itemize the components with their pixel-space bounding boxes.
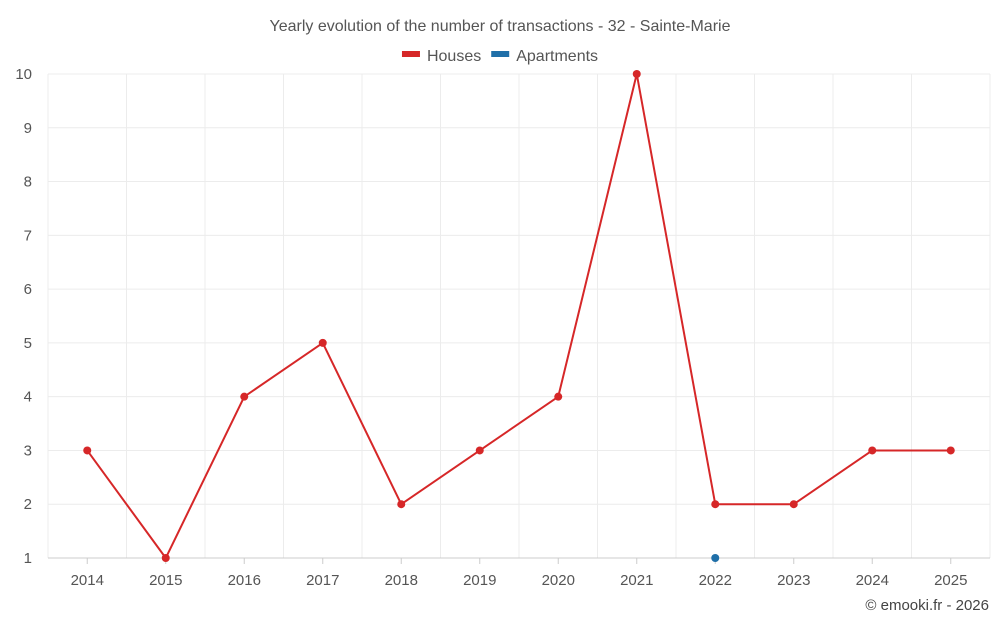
- legend-label: Apartments: [516, 48, 598, 65]
- data-point-houses[interactable]: [318, 338, 327, 347]
- legend-item-houses[interactable]: Houses: [401, 48, 481, 65]
- y-tick-label: 4: [24, 389, 32, 406]
- data-point-houses[interactable]: [711, 500, 720, 509]
- x-tick-label: 2023: [777, 572, 810, 589]
- chart-title: Yearly evolution of the number of transa…: [270, 18, 731, 35]
- y-tick-label: 6: [24, 281, 32, 298]
- y-tick-label: 8: [24, 174, 32, 191]
- x-tick-label: 2024: [856, 572, 889, 589]
- y-tick-label: 7: [24, 227, 32, 244]
- y-tick-label: 1: [24, 550, 32, 567]
- grid: [47, 73, 991, 559]
- data-point-houses[interactable]: [632, 70, 641, 78]
- y-tick-label: 9: [24, 120, 32, 137]
- y-axis-ticks: 1 2 3 4 5 6 7 8 9 10: [15, 66, 32, 567]
- legend: Houses Apartments: [401, 48, 598, 65]
- series-line-houses: [86, 73, 951, 559]
- x-tick-label: 2021: [620, 572, 653, 589]
- x-tick-label: 2022: [699, 572, 732, 589]
- series-group: [83, 70, 955, 562]
- credit-text: © emooki.fr - 2026: [865, 597, 989, 614]
- data-point-houses[interactable]: [789, 500, 798, 509]
- x-tick-label: 2018: [385, 572, 418, 589]
- data-point-houses[interactable]: [397, 500, 406, 509]
- y-tick-label: 10: [15, 66, 32, 83]
- data-point-houses[interactable]: [946, 446, 955, 455]
- data-point-houses[interactable]: [868, 446, 877, 455]
- data-point-apartments[interactable]: [711, 554, 720, 562]
- x-tick-label: 2020: [542, 572, 575, 589]
- x-tick-label: 2025: [934, 572, 967, 589]
- legend-label: Houses: [427, 48, 481, 65]
- x-axis-ticks: 2014 2015 2016 2017 2018 2019 2020 2021 2022 2023…: [71, 558, 967, 589]
- legend-swatch: [401, 51, 420, 57]
- x-tick-label: 2019: [463, 572, 496, 589]
- data-point-houses[interactable]: [554, 392, 563, 401]
- y-tick-label: 2: [24, 496, 32, 513]
- data-point-houses[interactable]: [240, 392, 249, 401]
- y-tick-label: 3: [24, 442, 32, 459]
- x-tick-label: 2014: [71, 572, 104, 589]
- x-tick-label: 2017: [306, 572, 339, 589]
- legend-item-apartments[interactable]: Apartments: [491, 48, 598, 65]
- data-point-houses[interactable]: [161, 554, 170, 562]
- data-point-houses[interactable]: [83, 446, 92, 455]
- x-tick-label: 2015: [149, 572, 182, 589]
- y-tick-label: 5: [24, 335, 32, 352]
- data-point-houses[interactable]: [475, 446, 484, 455]
- x-tick-label: 2016: [228, 572, 261, 589]
- legend-swatch: [491, 51, 510, 57]
